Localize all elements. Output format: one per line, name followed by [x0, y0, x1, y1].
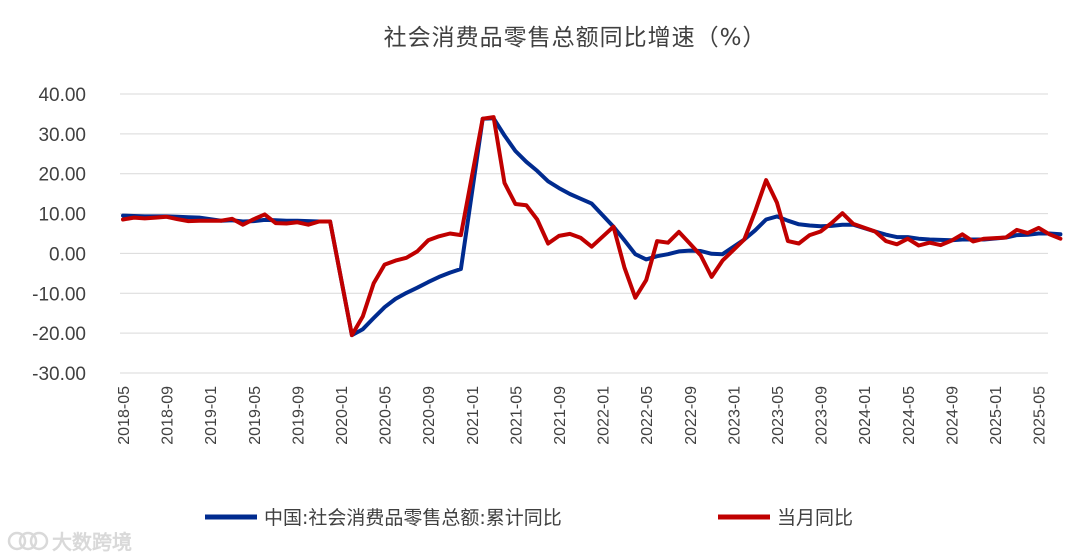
series-lines: [121, 115, 1063, 338]
x-tick-label: 2021-09: [552, 386, 569, 445]
y-tick-label: 40.00: [38, 85, 86, 106]
x-tick-label: 2022-05: [639, 386, 656, 445]
series-line-2: [121, 115, 1063, 338]
x-tick-label: 2018-09: [160, 386, 177, 445]
watermark-logo-icon: [7, 531, 49, 551]
series-line-1: [121, 116, 1063, 338]
y-axis-ticks: 40.00 30.00 20.00 10.00 0.00 -10.00 -20.00 -30.…: [32, 85, 86, 385]
y-tick-label: -10.00: [32, 284, 86, 305]
x-tick-label: 2024-01: [857, 386, 874, 445]
y-tick-label: -30.00: [32, 364, 86, 385]
y-tick-label: 0.00: [49, 244, 86, 265]
grid-lines: [120, 93, 1048, 374]
chart-title: 社会消费品零售总额同比增速（%）: [384, 25, 767, 51]
x-tick-label: 2019-05: [247, 386, 264, 445]
y-tick-label: 30.00: [38, 125, 86, 146]
x-tick-label: 2023-01: [726, 386, 743, 445]
watermark: 大数跨境: [7, 530, 132, 554]
x-tick-label: 2025-05: [1032, 386, 1049, 445]
x-tick-label: 2021-01: [465, 386, 482, 445]
x-tick-label: 2023-09: [814, 386, 831, 445]
x-tick-label: 2025-01: [988, 386, 1005, 445]
legend-label-2: 当月同比: [777, 507, 853, 529]
x-tick-label: 2024-05: [901, 386, 918, 445]
watermark-text: 大数跨境: [52, 530, 132, 554]
x-tick-label: 2019-01: [203, 386, 220, 445]
legend: 中国:社会消费品零售总额:累计同比 当月同比: [205, 507, 853, 529]
legend-label-1: 中国:社会消费品零售总额:累计同比: [264, 507, 562, 529]
x-tick-label: 2022-01: [596, 386, 613, 445]
x-tick-label: 2024-09: [944, 386, 961, 445]
x-tick-label: 2023-05: [770, 386, 787, 445]
y-tick-label: 20.00: [38, 165, 86, 186]
x-tick-label: 2020-01: [334, 386, 351, 445]
x-tick-label: 2019-09: [290, 386, 307, 445]
y-tick-label: 10.00: [38, 205, 86, 226]
x-axis-ticks: 2018-05 2018-09 2019-01 2019-05 2019-09 2020-…: [116, 386, 1049, 445]
x-tick-label: 2018-05: [116, 386, 133, 445]
y-tick-label: -20.00: [32, 324, 86, 345]
x-tick-label: 2020-05: [378, 386, 395, 445]
x-tick-label: 2021-05: [508, 386, 525, 445]
x-tick-label: 2022-09: [683, 386, 700, 445]
x-tick-label: 2020-09: [421, 386, 438, 445]
